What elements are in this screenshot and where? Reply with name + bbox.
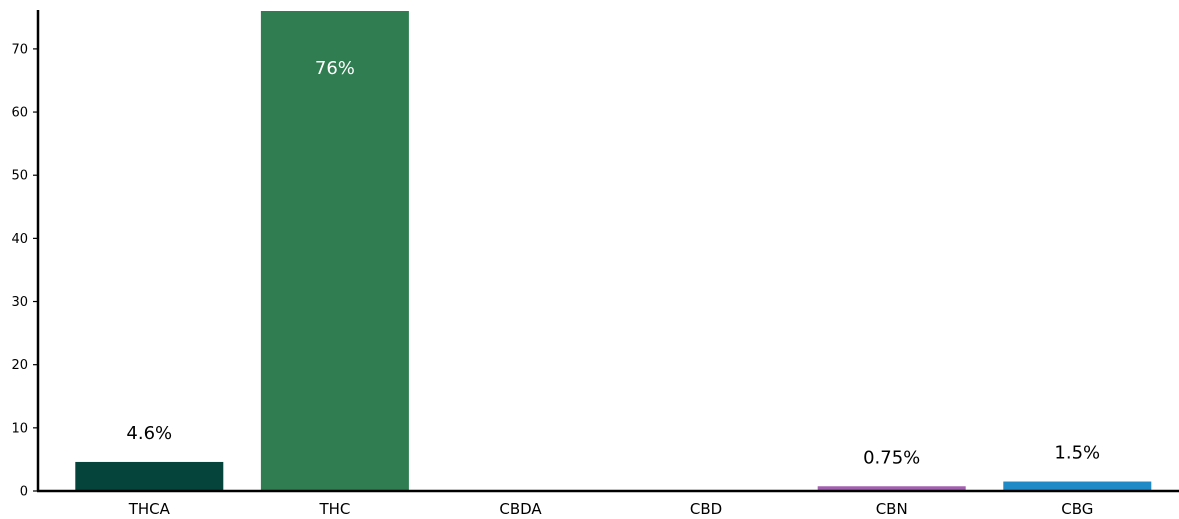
- y-tick-label: 10: [11, 421, 28, 436]
- x-tick-label: CBG: [1061, 500, 1093, 518]
- bar-cbg: [1003, 481, 1152, 491]
- bars-group: 4.6% 76% 0.75% 1.5%: [75, 11, 1152, 491]
- y-tick-label: 60: [11, 106, 28, 121]
- y-tick-label: 20: [11, 358, 28, 373]
- x-tick-label: CBDA: [499, 500, 542, 518]
- y-tick-label: 30: [11, 295, 28, 310]
- bar-thca: [75, 461, 224, 491]
- y-axis-ticks: 0 10 20 30 40 50 60 70: [11, 42, 38, 500]
- y-tick-label: 0: [20, 485, 28, 500]
- x-tick-label: THC: [318, 500, 350, 518]
- y-tick-label: 70: [11, 42, 28, 57]
- x-tick-label: CBD: [690, 500, 722, 518]
- data-label: 76%: [315, 58, 355, 79]
- data-label: 0.75%: [863, 447, 920, 468]
- y-tick-label: 40: [11, 232, 28, 247]
- x-tick-label: THCA: [128, 500, 171, 518]
- x-tick-label: CBN: [876, 500, 908, 518]
- x-axis-ticks: THCA THC CBDA CBD CBN CBG: [128, 500, 1094, 518]
- bar-thc: [260, 11, 409, 491]
- data-label: 1.5%: [1054, 443, 1100, 464]
- data-label: 4.6%: [126, 423, 172, 444]
- y-tick-label: 50: [11, 169, 28, 184]
- bar-cbn: [817, 486, 966, 491]
